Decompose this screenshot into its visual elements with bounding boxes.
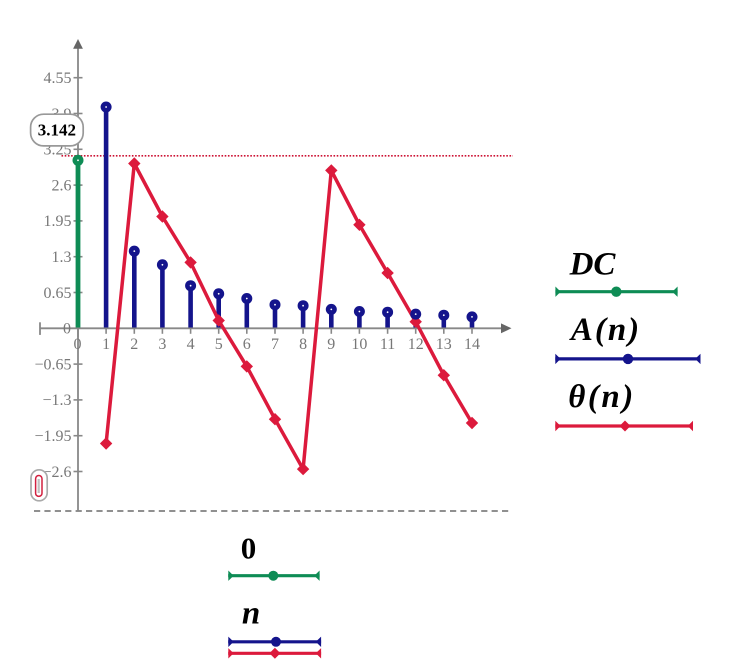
svg-text:1.3: 1.3 — [52, 249, 72, 266]
svg-text:2.6: 2.6 — [52, 177, 72, 194]
svg-text:9: 9 — [327, 336, 335, 353]
svg-text:−1.95: −1.95 — [34, 428, 71, 445]
svg-text:−1.3: −1.3 — [42, 392, 71, 409]
svg-text:13: 13 — [436, 336, 452, 353]
svg-text:−2.6: −2.6 — [42, 464, 71, 481]
svg-text:3: 3 — [158, 336, 166, 353]
svg-text:7: 7 — [271, 336, 279, 353]
svg-text:4: 4 — [187, 336, 195, 353]
svg-text:0: 0 — [63, 321, 71, 338]
svg-text:11: 11 — [380, 336, 395, 353]
svg-text:DC: DC — [569, 247, 617, 283]
svg-text:0: 0 — [241, 531, 257, 566]
svg-text:1: 1 — [102, 336, 110, 353]
svg-text:A(n): A(n) — [569, 312, 641, 348]
svg-text:10: 10 — [351, 336, 367, 353]
svg-text:3.142: 3.142 — [38, 120, 76, 139]
svg-text:1.95: 1.95 — [44, 213, 72, 230]
svg-text:5: 5 — [215, 336, 223, 353]
svg-text:θ(n): θ(n) — [568, 379, 635, 415]
svg-text:n: n — [242, 596, 260, 632]
svg-text:4.55: 4.55 — [44, 70, 72, 87]
svg-text:−0.65: −0.65 — [34, 356, 71, 373]
svg-text:6: 6 — [243, 336, 251, 353]
svg-text:12: 12 — [408, 336, 424, 353]
svg-text:8: 8 — [299, 336, 307, 353]
svg-text:0.65: 0.65 — [44, 285, 72, 302]
svg-text:2: 2 — [130, 336, 138, 353]
svg-text:0: 0 — [74, 336, 82, 353]
svg-text:14: 14 — [464, 336, 480, 353]
